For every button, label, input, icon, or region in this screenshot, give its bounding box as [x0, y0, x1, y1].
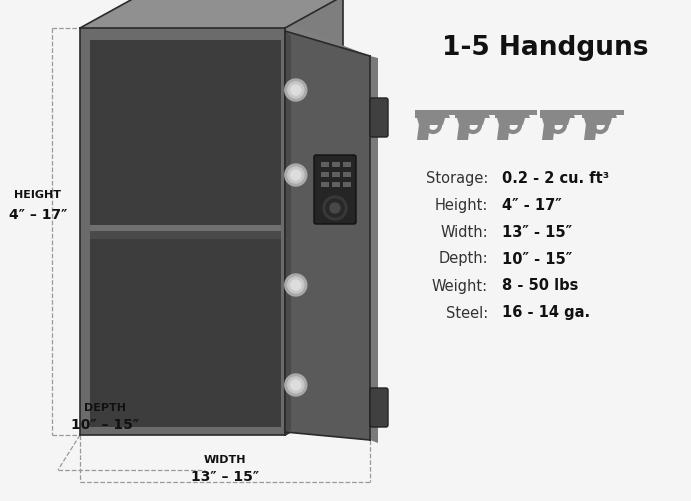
- Circle shape: [287, 82, 304, 98]
- Circle shape: [326, 199, 344, 217]
- Bar: [332, 162, 340, 167]
- Polygon shape: [542, 124, 555, 140]
- Polygon shape: [417, 124, 430, 140]
- Bar: [90, 231, 281, 239]
- Text: WIDTH: WIDTH: [204, 455, 246, 465]
- Circle shape: [285, 274, 307, 296]
- Bar: [572, 110, 582, 115]
- Polygon shape: [285, 26, 370, 56]
- Bar: [90, 225, 281, 231]
- FancyBboxPatch shape: [314, 155, 356, 224]
- Polygon shape: [584, 118, 612, 125]
- Circle shape: [287, 167, 304, 183]
- Circle shape: [285, 374, 307, 396]
- Bar: [80, 28, 285, 435]
- Circle shape: [330, 203, 340, 213]
- Polygon shape: [540, 110, 575, 118]
- Polygon shape: [497, 118, 525, 125]
- Text: Storage:: Storage:: [426, 170, 488, 185]
- Polygon shape: [285, 0, 343, 435]
- Text: 4″ – 17″: 4″ – 17″: [9, 208, 67, 222]
- Polygon shape: [80, 0, 343, 28]
- Circle shape: [323, 196, 347, 220]
- Text: 8 - 50 lbs: 8 - 50 lbs: [502, 279, 578, 294]
- Bar: [90, 40, 281, 427]
- Polygon shape: [584, 124, 597, 140]
- Bar: [343, 162, 351, 167]
- Polygon shape: [582, 110, 617, 118]
- Bar: [321, 162, 329, 167]
- Bar: [614, 110, 624, 115]
- Text: Weight:: Weight:: [432, 279, 488, 294]
- Bar: [332, 182, 340, 187]
- Text: 4″ - 17″: 4″ - 17″: [502, 197, 562, 212]
- FancyBboxPatch shape: [370, 98, 388, 137]
- Text: 13″ – 15″: 13″ – 15″: [191, 470, 259, 484]
- Circle shape: [291, 170, 301, 180]
- Bar: [447, 110, 457, 115]
- Text: 16 - 14 ga.: 16 - 14 ga.: [502, 306, 590, 321]
- Bar: [487, 110, 497, 115]
- Circle shape: [291, 280, 301, 290]
- Text: Height:: Height:: [435, 197, 488, 212]
- Text: Steel:: Steel:: [446, 306, 488, 321]
- Bar: [343, 182, 351, 187]
- Polygon shape: [417, 118, 445, 125]
- Circle shape: [287, 377, 304, 393]
- Polygon shape: [415, 110, 450, 118]
- Bar: [321, 182, 329, 187]
- Polygon shape: [497, 124, 510, 140]
- Bar: [343, 172, 351, 177]
- Bar: [321, 172, 329, 177]
- Polygon shape: [495, 110, 530, 118]
- Polygon shape: [455, 110, 490, 118]
- Bar: [332, 172, 340, 177]
- Polygon shape: [370, 56, 378, 443]
- Text: 10″ - 15″: 10″ - 15″: [502, 252, 572, 267]
- Text: DEPTH: DEPTH: [84, 403, 126, 413]
- Circle shape: [285, 79, 307, 101]
- Text: 13″ - 15″: 13″ - 15″: [502, 224, 572, 239]
- Text: 10″ – 15″: 10″ – 15″: [71, 418, 139, 432]
- Circle shape: [291, 85, 301, 95]
- Polygon shape: [285, 31, 291, 432]
- Text: HEIGHT: HEIGHT: [15, 190, 61, 200]
- Text: 0.2 - 2 cu. ft³: 0.2 - 2 cu. ft³: [502, 170, 609, 185]
- Circle shape: [287, 277, 304, 293]
- Polygon shape: [542, 118, 570, 125]
- Polygon shape: [457, 124, 470, 140]
- Text: Depth:: Depth:: [438, 252, 488, 267]
- Circle shape: [285, 164, 307, 186]
- Text: 1-5 Handguns: 1-5 Handguns: [442, 35, 648, 61]
- Text: Width:: Width:: [440, 224, 488, 239]
- Circle shape: [291, 380, 301, 390]
- FancyBboxPatch shape: [370, 388, 388, 427]
- Polygon shape: [285, 31, 370, 440]
- Bar: [527, 110, 537, 115]
- Polygon shape: [457, 118, 485, 125]
